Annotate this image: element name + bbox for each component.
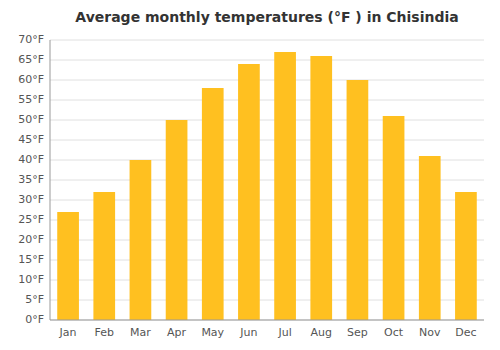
grid-line [50,40,484,41]
y-tick-label: 45°F [18,133,44,146]
bar [383,116,405,320]
title: Average monthly temperatures (°F ) in Ch… [75,9,458,25]
y-tick-label: 5°F [25,293,44,306]
x-tick-label: May [201,326,224,339]
x-tick-label: Nov [419,326,441,339]
y-tick-label: 30°F [18,193,44,206]
bar [455,192,477,320]
x-tick-label: Jun [239,326,257,339]
bar [274,52,296,320]
grid-line [50,60,484,61]
bar [93,192,115,320]
bar [238,64,260,320]
y-tick-label: 25°F [18,213,44,226]
y-tick-label: 15°F [18,253,44,266]
grid-line [50,80,484,81]
bar [419,156,441,320]
y-axis-line [50,40,51,320]
grid-line [50,320,484,321]
bar [166,120,188,320]
y-tick-label: 65°F [18,53,44,66]
x-tick-label: Oct [384,326,404,339]
x-tick-label: Jan [59,326,77,339]
y-tick-label: 35°F [18,173,44,186]
y-tick-label: 50°F [18,113,44,126]
bar [347,80,369,320]
y-axis: 0°F 5°F 10°F 15°F 20°F 25°F 30°F 35°F 40°F 45°F 50… [18,33,484,326]
x-tick-label: Apr [167,326,187,339]
x-tick-label: Mar [130,326,151,339]
bar [202,88,224,320]
y-tick-label: 70°F [18,33,44,46]
grid-line [50,120,484,121]
y-tick-label: 55°F [18,93,44,106]
y-tick-label: 0°F [25,313,44,326]
chart: Average monthly temperatures (°F ) in Ch… [0,0,500,350]
bar [57,212,79,320]
x-axis-line [50,320,484,321]
y-tick-label: 40°F [18,153,44,166]
x-tick-label: Aug [311,326,332,339]
x-tick-label: Sep [347,326,368,339]
x-tick-label: Feb [95,326,114,339]
x-tick-label: Jul [277,326,291,339]
chart-container: Average monthly temperatures (°F ) in Ch… [0,0,500,350]
bar [310,56,332,320]
grid-line [50,100,484,101]
x-tick-label: Dec [455,326,476,339]
y-tick-label: 10°F [18,273,44,286]
y-tick-label: 60°F [18,73,44,86]
y-tick-label: 20°F [18,233,44,246]
x-axis: Jan Feb Mar Apr May Jun Jul Aug Sep Oct Nov Dec [50,40,484,339]
bar [130,160,152,320]
grid-line [50,140,484,141]
bars [57,52,477,320]
